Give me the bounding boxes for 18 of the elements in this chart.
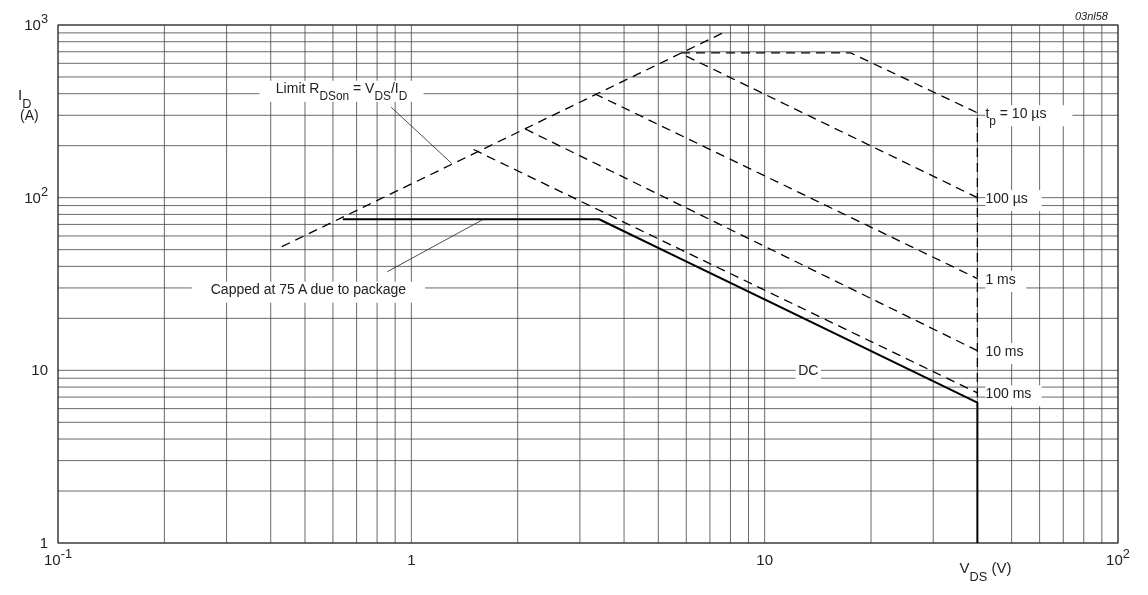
y-tick-label: 10	[31, 361, 48, 379]
x-tick-label: 1	[407, 551, 416, 568]
y-tick-label: 10$^{3}$	[24, 10, 48, 33]
x-tick-label: 10$^{2}$	[1106, 545, 1130, 568]
series-label: 1 ms	[985, 270, 1016, 287]
x-axis-title: V$_{DS}$ (V)	[959, 559, 1012, 584]
y-axis-title: I$_{D}$ (A)	[18, 86, 39, 123]
y-tick-label: 1	[39, 534, 48, 551]
series-label: 100 µs	[985, 189, 1028, 206]
x-tick-label: 10	[756, 551, 774, 568]
series-label: 100 ms	[985, 384, 1032, 401]
series-label: t$_{p}$ = 10 µs	[985, 104, 1047, 128]
annotation: Limit R$_{DSon}$ = V$_{DS}$/I$_{D}$	[275, 80, 408, 104]
text: 03nl58	[1074, 10, 1109, 22]
y-tick-label: 10$^{2}$	[24, 183, 48, 206]
text: DC	[798, 361, 819, 378]
annotation: Capped at 75 A due to package	[210, 281, 407, 298]
series-label: 10 ms	[985, 342, 1024, 359]
